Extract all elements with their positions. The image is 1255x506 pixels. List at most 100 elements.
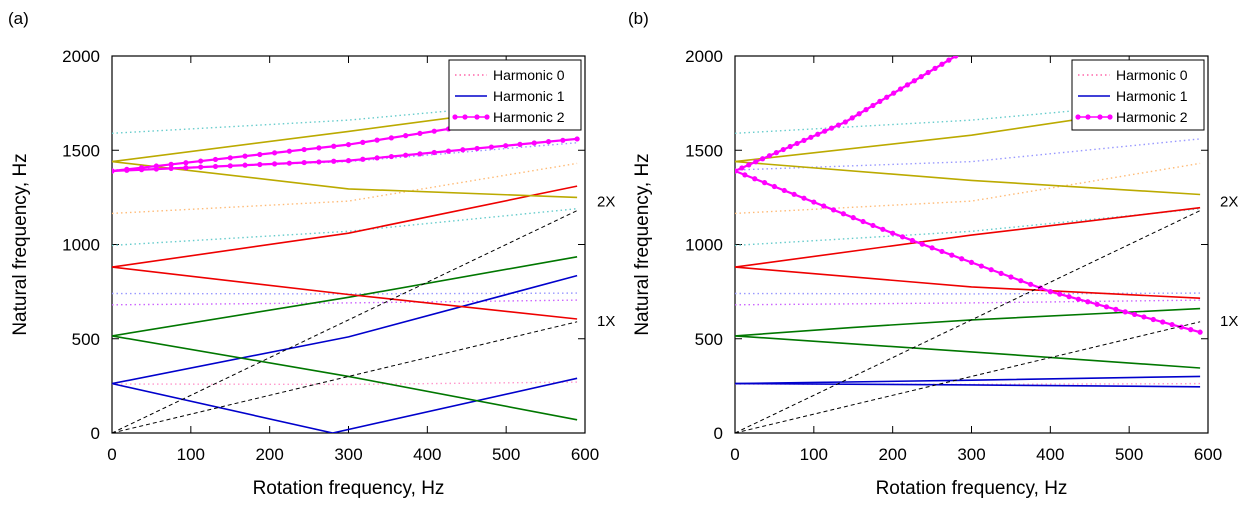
series-marker [919,241,925,247]
series-marker [842,119,848,125]
x-tick-label: 100 [800,445,828,464]
series-line [735,307,1201,337]
series-line [112,274,578,385]
x-tick-label: 300 [334,445,362,464]
series-marker [1131,311,1138,318]
series-line [735,382,1201,388]
series-marker [1188,327,1194,333]
series-marker [345,141,352,148]
legend-marker [484,114,490,120]
series-marker [1103,304,1110,310]
y-tick-label: 1500 [62,141,100,160]
series-marker [153,166,159,172]
x-tick-label: 0 [730,445,739,464]
series-marker [388,153,394,160]
series-marker [761,180,768,186]
series-marker [545,139,552,145]
plot-area [112,98,580,433]
series-marker [460,147,466,153]
series-marker [271,150,278,156]
series-marker [939,61,945,67]
series-marker [198,158,204,164]
series-marker [911,78,917,84]
y-tick-label: 0 [714,424,723,443]
reference-line-1x [112,321,578,433]
series-marker [771,183,778,190]
series-marker [1075,296,1082,302]
series-line [735,206,1201,268]
series-marker [821,203,827,209]
x-tick-label: 100 [177,445,205,464]
series-marker [870,222,876,229]
x-tick-label: 200 [255,445,283,464]
series-marker [445,148,452,154]
chart-panel-b: (b) 0 100 200 300 400 500 600 0 500 1000 1500 2000 Ro… [628,9,1238,499]
series-marker [968,259,975,266]
series-marker [360,139,366,145]
series-line [735,169,1201,334]
series-marker [742,172,748,178]
legend: Harmonic 0 Harmonic 1 Harmonic 2 [448,59,582,131]
series-marker [815,131,821,137]
series-marker [431,149,437,156]
series-marker [503,143,509,149]
series-line [112,160,578,199]
series-marker [531,140,537,146]
series-marker [388,135,394,141]
reference-line-2x [735,210,1201,433]
series-marker [1197,329,1203,335]
series-marker [286,160,292,166]
reference-label-2x: 2X [597,194,615,211]
y-tick-label: 500 [72,330,100,349]
series-line [735,292,1201,295]
y-tick-label: 1000 [685,236,723,255]
series-marker [811,199,817,205]
series-marker [860,218,866,225]
legend: Harmonic 0 Harmonic 1 Harmonic 2 [1071,59,1205,131]
series-marker [212,163,219,170]
series-marker [939,248,945,255]
y-tick-label: 0 [91,424,100,443]
x-tick-label: 400 [413,445,441,464]
series-marker [198,164,204,170]
series-line [735,375,1201,385]
series-marker [1028,281,1034,287]
series-marker [374,155,380,161]
series-marker [1113,306,1119,312]
series-marker [899,234,906,240]
panel-label: (b) [628,9,649,28]
series-line [112,381,578,386]
legend-marker [452,114,458,120]
series-marker [227,155,233,161]
series-marker [517,141,523,147]
series-marker [403,133,409,139]
series-marker [316,145,322,151]
series-marker [822,128,828,134]
series-marker [808,134,814,140]
series-marker [890,230,896,236]
y-tick-label: 1000 [62,236,100,255]
series-marker [1141,314,1147,320]
legend-marker [1097,114,1103,120]
series-marker [801,137,807,143]
x-tick-label: 600 [1194,445,1222,464]
y-tick-label: 2000 [62,47,100,66]
series-marker [918,74,924,80]
legend-entry: Harmonic 2 [493,109,565,125]
series-marker [331,158,337,164]
series-marker [301,146,307,153]
series-marker [1066,294,1072,300]
series-line [112,377,578,433]
series-marker [925,69,931,76]
series-marker [759,156,766,162]
x-axis-label: Rotation frequency, Hz [876,478,1068,499]
series-marker [753,159,759,165]
series-marker [988,267,994,273]
series-marker [929,245,935,251]
series-marker [840,211,846,217]
series-marker [168,161,174,167]
series-marker [850,215,856,221]
series-marker [897,86,904,92]
series-marker [891,90,897,96]
